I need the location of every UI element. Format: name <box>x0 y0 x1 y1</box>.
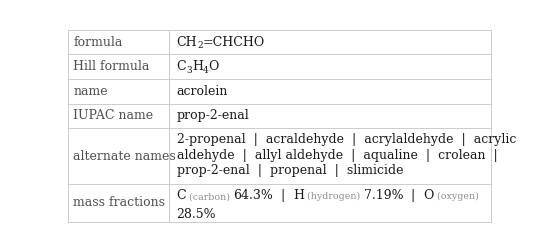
Text: CH: CH <box>176 36 197 49</box>
Text: mass fractions: mass fractions <box>73 196 165 209</box>
Text: prop-2-enal: prop-2-enal <box>176 110 250 123</box>
Text: 4: 4 <box>203 66 209 75</box>
Text: (hydrogen): (hydrogen) <box>304 192 364 201</box>
Text: =CHCHO: =CHCHO <box>203 36 265 49</box>
Text: Hill formula: Hill formula <box>73 60 150 73</box>
Text: (carbon): (carbon) <box>186 192 233 201</box>
Text: |: | <box>403 189 424 202</box>
Text: C: C <box>176 60 186 73</box>
Text: 2-propenal  |  acraldehyde  |  acrylaldehyde  |  acrylic: 2-propenal | acraldehyde | acrylaldehyde… <box>176 133 516 146</box>
Text: 3: 3 <box>186 66 192 75</box>
Text: H: H <box>293 189 304 202</box>
Text: 7.19%: 7.19% <box>364 189 403 202</box>
Text: C: C <box>176 189 186 202</box>
Text: acrolein: acrolein <box>176 85 228 98</box>
Text: 64.3%: 64.3% <box>233 189 273 202</box>
Text: H: H <box>192 60 203 73</box>
Text: aldehyde  |  allyl aldehyde  |  aqualine  |  crolean  |: aldehyde | allyl aldehyde | aqualine | c… <box>176 149 497 162</box>
Text: (oxygen): (oxygen) <box>434 192 482 201</box>
Text: IUPAC name: IUPAC name <box>73 110 153 123</box>
Text: prop-2-enal  |  propenal  |  slimicide: prop-2-enal | propenal | slimicide <box>176 164 403 177</box>
Text: formula: formula <box>73 36 123 49</box>
Text: 28.5%: 28.5% <box>176 208 216 221</box>
Text: |: | <box>273 189 293 202</box>
Text: name: name <box>73 85 108 98</box>
Text: O: O <box>424 189 434 202</box>
Text: alternate names: alternate names <box>73 150 176 163</box>
Text: O: O <box>209 60 219 73</box>
Text: 2: 2 <box>197 41 203 50</box>
